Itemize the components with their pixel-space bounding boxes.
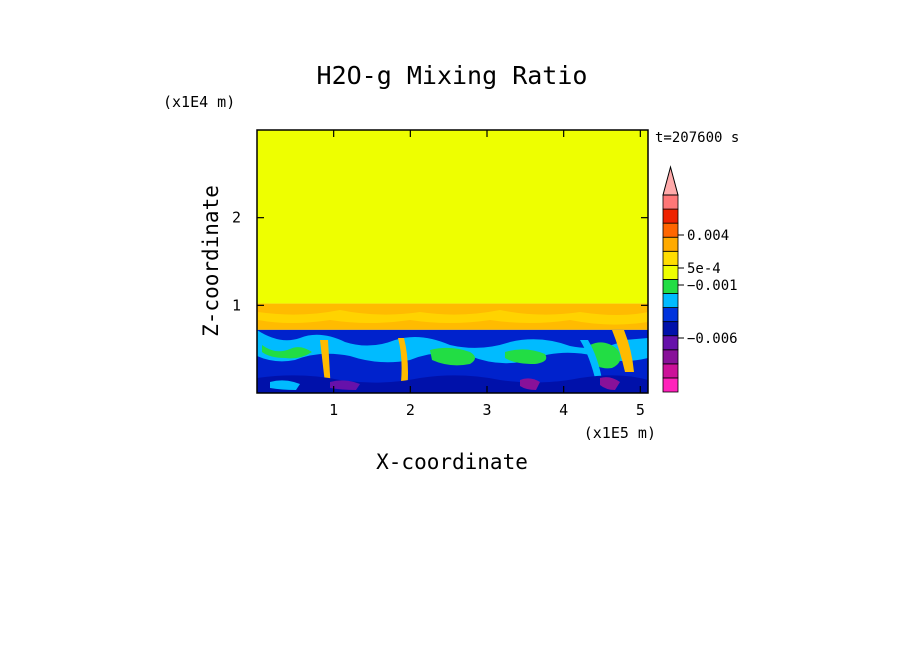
field-texture <box>257 310 648 393</box>
x-tick-label: 2 <box>406 401 415 419</box>
colorbar-swatch <box>662 264 679 280</box>
colorbar-swatch <box>662 363 679 379</box>
y-tick-label: 1 <box>232 296 241 314</box>
time-label: t=207600 s <box>655 130 739 146</box>
plot-area <box>257 130 648 393</box>
field-layer-0 <box>257 130 648 304</box>
y-scale-label: (x1E4 m) <box>163 93 235 111</box>
colorbar-swatch <box>662 250 679 266</box>
colorbar-label: 5e-4 <box>687 261 721 277</box>
colorbar-swatch <box>662 377 679 393</box>
chart-title: H2O-g Mixing Ratio <box>317 61 588 90</box>
x-tick-label: 1 <box>329 401 338 419</box>
colorbar-swatch <box>662 335 679 351</box>
colorbar-swatch <box>662 236 679 252</box>
colorbar-label: −0.006 <box>687 331 738 347</box>
colorbar-swatch <box>662 279 679 294</box>
x-scale-label: (x1E5 m) <box>584 424 656 442</box>
colorbar-swatch <box>662 194 679 210</box>
x-tick-label: 3 <box>482 401 491 419</box>
colorbar-swatch <box>662 321 679 337</box>
x-tick-label: 4 <box>559 401 568 419</box>
plot-frame <box>256 129 649 394</box>
x-tick-label: 5 <box>636 401 645 419</box>
colorbar-swatch <box>662 307 679 323</box>
x-axis-label: X-coordinate <box>376 450 528 474</box>
y-axis-label: Z-coordinate <box>199 185 223 337</box>
y-tick-label: 2 <box>232 209 241 227</box>
colorbar-swatch <box>662 349 679 365</box>
colorbar-swatch <box>662 293 679 308</box>
colorbar: 0.004 5e-4−0.001 −0.006 <box>662 165 738 393</box>
colorbar-extend-arrow <box>662 165 679 196</box>
colorbar-label: −0.001 <box>687 278 738 294</box>
colorbar-swatch <box>662 222 679 238</box>
colorbar-label: 0.004 <box>687 228 729 244</box>
colorbar-swatch <box>662 208 679 224</box>
